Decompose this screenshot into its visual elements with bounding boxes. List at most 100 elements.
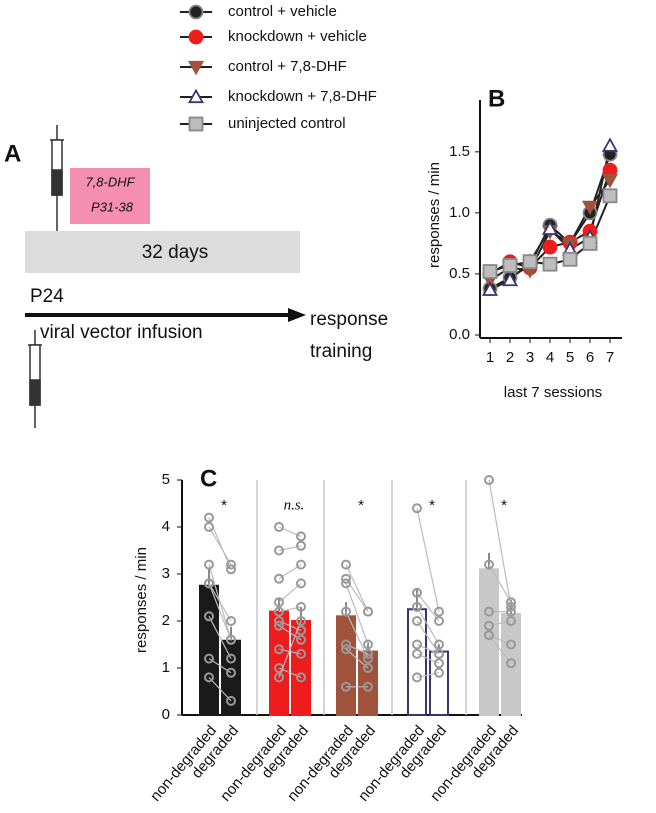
data-point	[226, 564, 236, 575]
arrow-head	[288, 308, 306, 322]
y-tick-label: 1	[162, 659, 170, 676]
marker	[502, 257, 518, 273]
bar	[221, 639, 241, 716]
legend-marker	[187, 88, 205, 104]
bar	[199, 584, 219, 716]
data-point	[296, 601, 306, 612]
pair-line	[208, 526, 232, 565]
bar	[336, 615, 356, 716]
legend-label: knockdown + 7,8-DHF	[228, 88, 377, 105]
data-point	[412, 616, 422, 626]
x-tick-label: 1	[486, 349, 494, 366]
x-tick-label: 5	[566, 349, 574, 366]
data-point	[204, 522, 214, 532]
start-age: P24	[30, 286, 64, 307]
pair-line	[278, 620, 302, 678]
data-point	[341, 578, 351, 589]
data-point	[434, 606, 444, 617]
data-point	[274, 616, 284, 626]
data-point	[204, 653, 214, 664]
y-tick-label: 1.0	[449, 204, 470, 221]
duration-box	[25, 231, 300, 273]
data-point	[434, 648, 444, 659]
bar	[501, 612, 521, 717]
end-label: response	[310, 309, 388, 330]
x-tick-label: 7	[606, 349, 614, 366]
marker	[602, 188, 618, 204]
data-point	[296, 672, 306, 683]
data-point	[363, 681, 373, 692]
data-point	[412, 503, 422, 514]
y-tick-label: 4	[162, 518, 170, 535]
data-point	[226, 634, 236, 645]
significance: n.s.	[284, 497, 305, 513]
data-point	[296, 540, 306, 551]
data-point	[296, 616, 306, 626]
end-label: training	[310, 341, 372, 362]
data-point	[296, 559, 306, 570]
data-point	[434, 639, 444, 650]
data-point	[484, 630, 494, 641]
legend-marker	[187, 60, 205, 76]
legend-marker	[188, 116, 204, 132]
data-point	[341, 606, 351, 617]
pair-line	[208, 583, 232, 622]
data-point	[226, 667, 236, 678]
data-point	[341, 644, 351, 655]
data-point	[412, 648, 422, 659]
data-point	[226, 653, 236, 664]
data-point	[506, 601, 516, 612]
panel-label: A	[4, 140, 21, 167]
marker	[562, 251, 578, 267]
data-point	[434, 616, 444, 626]
data-point	[434, 658, 444, 669]
data-point	[363, 639, 373, 650]
pair-line	[488, 479, 512, 608]
significance: *	[221, 497, 227, 514]
x-tick-label: 6	[586, 349, 594, 366]
drug-box	[70, 168, 150, 224]
data-point	[296, 531, 306, 542]
legend-label: control + 7,8-DHF	[228, 58, 347, 75]
data-point	[341, 681, 351, 692]
data-point	[363, 663, 373, 673]
pair-line	[345, 583, 369, 645]
legend-label: control + vehicle	[228, 3, 337, 20]
duration: 32 days	[142, 242, 209, 263]
marker	[542, 256, 558, 272]
data-point	[506, 606, 516, 617]
y-tick-label: 0	[162, 706, 170, 723]
data-point	[506, 639, 516, 650]
bar	[479, 568, 499, 716]
y-axis-label: responses / min	[133, 547, 150, 653]
data-point	[506, 597, 516, 608]
pair-line	[416, 508, 440, 612]
data-point	[484, 620, 494, 631]
panel-label: B	[488, 85, 505, 112]
data-point	[274, 522, 284, 532]
data-point	[296, 648, 306, 659]
marker	[481, 281, 499, 296]
marker	[522, 254, 538, 270]
data-point	[204, 672, 214, 683]
data-point	[296, 578, 306, 589]
data-point	[341, 573, 351, 584]
x-axis-label: last 7 sessions	[504, 384, 602, 401]
pair-line	[345, 564, 369, 612]
data-point	[412, 601, 422, 612]
marker	[542, 239, 558, 255]
pair-line	[208, 616, 232, 659]
y-tick-label: 2	[162, 612, 170, 629]
marker	[501, 271, 519, 287]
pair-line	[208, 583, 232, 641]
data-point	[274, 606, 284, 617]
data-point	[274, 620, 284, 631]
data-point	[274, 597, 284, 608]
data-point	[274, 573, 284, 584]
pair-line	[416, 620, 440, 655]
significance: *	[501, 497, 507, 514]
y-tick-label: 0.5	[449, 265, 470, 282]
data-point	[363, 648, 373, 659]
data-point	[341, 639, 351, 650]
panel-label: C	[200, 465, 217, 492]
